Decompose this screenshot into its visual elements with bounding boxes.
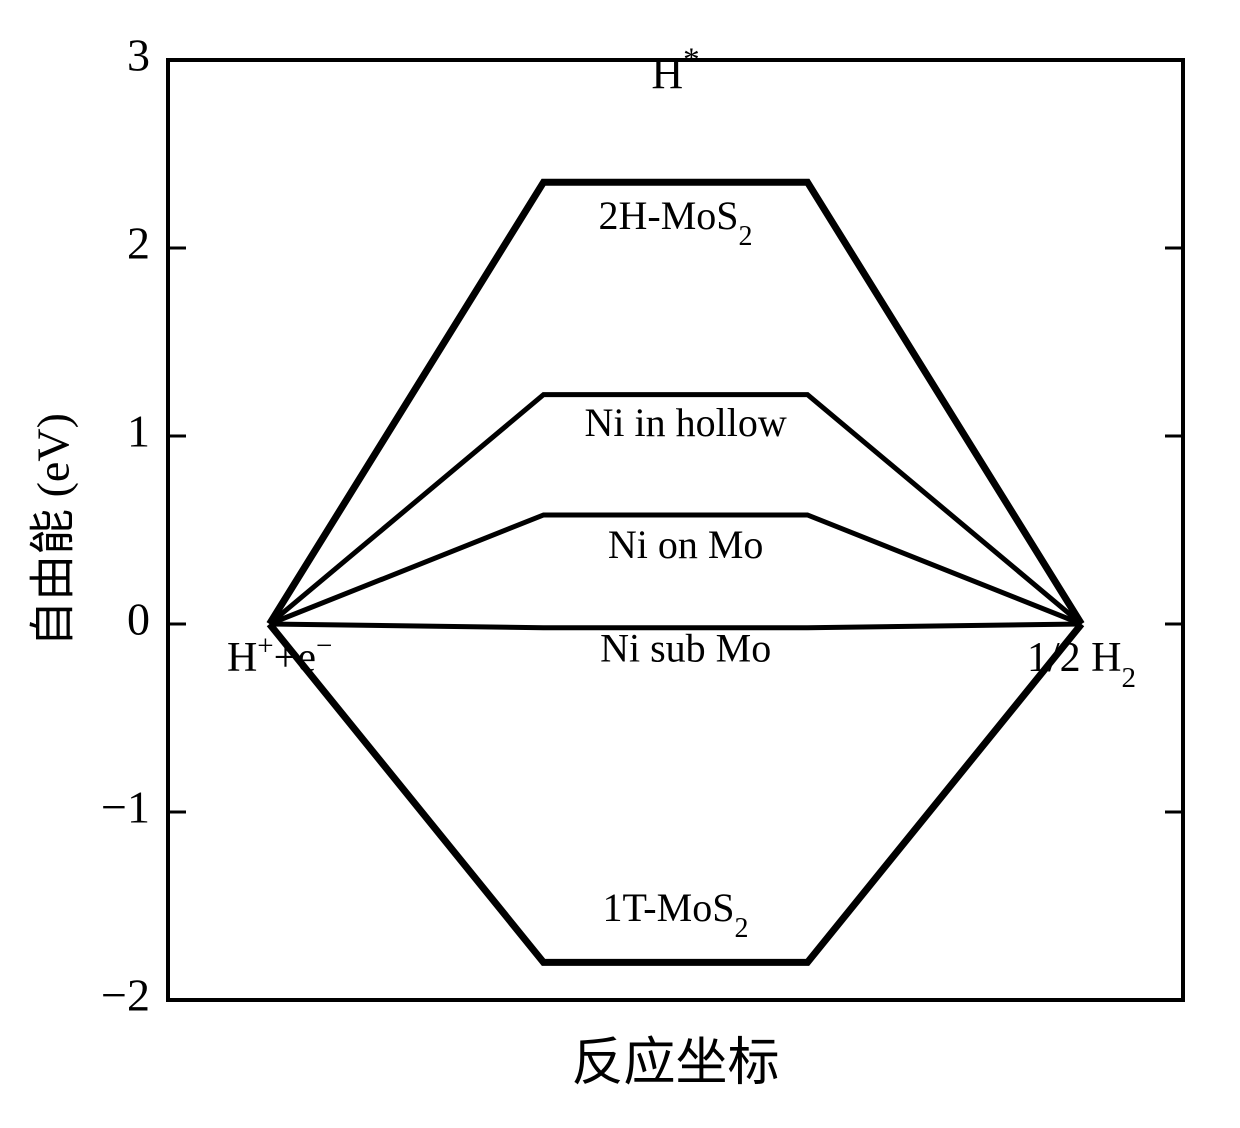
series-label: Ni on Mo [608, 522, 764, 567]
series-label: Ni in hollow [585, 400, 787, 445]
ytick-label: 3 [127, 30, 150, 81]
ytick-label: −1 [101, 782, 150, 833]
ytick-label: −2 [101, 970, 150, 1021]
free-energy-chart: −2−10123自由能 (eV)反应坐标2H-MoS2Ni in hollowN… [0, 0, 1240, 1128]
ytick-label: 2 [127, 218, 150, 269]
y-axis-label: 自由能 (eV) [28, 413, 79, 647]
ytick-label: 1 [127, 406, 150, 457]
ytick-label: 0 [127, 594, 150, 645]
x-axis-label: 反应坐标 [571, 1035, 779, 1092]
series-label: Ni sub Mo [600, 626, 771, 671]
